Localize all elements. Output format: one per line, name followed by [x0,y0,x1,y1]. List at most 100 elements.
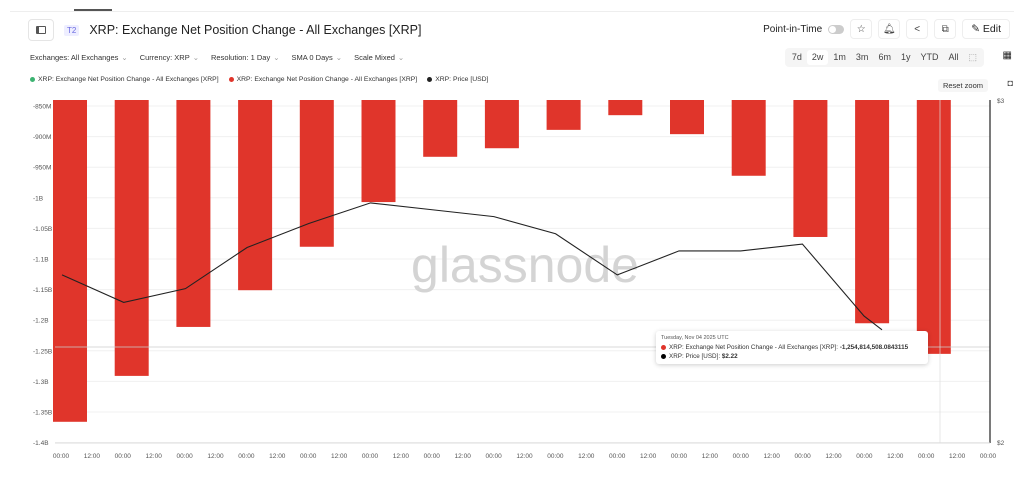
bar[interactable] [176,100,211,327]
reset-zoom-button[interactable]: Reset zoom [937,79,988,92]
x-tick-label: 12:00 [949,453,966,460]
filter-dropdown[interactable]: Currency: XRP ⌄ [140,53,199,62]
range-1m[interactable]: 1m [833,52,846,62]
y-tick-label: -1.15B [33,287,52,294]
bar[interactable] [299,100,334,247]
copy-icon[interactable]: ⧉ [934,19,957,39]
x-tick-label: 12:00 [207,453,224,460]
range-All[interactable]: All [948,52,959,62]
tier-badge: T2 [64,24,80,36]
x-tick-label: 00:00 [918,453,935,460]
x-tick-label: 00:00 [671,453,688,460]
x-tick-label: 00:00 [115,453,132,460]
tooltip-label-2: XRP: Price [USD]: [669,353,722,360]
watermark: glassnode [411,237,639,293]
top-divider [10,11,1014,12]
x-tick-label: 00:00 [609,453,626,460]
chevron-down-icon: ⌄ [397,53,405,62]
bar[interactable] [361,100,396,203]
filter-dropdown[interactable]: Resolution: 1 Day ⌄ [211,53,280,62]
range-1y[interactable]: 1y [900,52,911,62]
bell-icon[interactable]: 🔔︎ [878,19,901,39]
y-tick-label: -950M [33,165,51,172]
x-tick-label: 12:00 [393,453,410,460]
legend-label: XRP: Exchange Net Position Change - All … [38,76,219,83]
bar[interactable] [546,100,581,130]
bar[interactable] [608,100,643,116]
y-tick-label: -1.05B [33,226,52,233]
x-tick-label: 00:00 [176,453,193,460]
filter-label: Resolution: 1 Day [211,53,271,62]
bar[interactable] [114,100,149,376]
x-tick-label: 12:00 [764,453,781,460]
y-tick-label: -1.35B [33,410,52,417]
chevron-down-icon: ⌄ [192,53,199,62]
y-tick-label: -1.2B [33,318,49,325]
y-tick-label: -1.4B [33,440,49,447]
camera-icon[interactable]: ◘ [1007,78,1013,88]
bar[interactable] [731,100,766,176]
tooltip-value-1: -1,254,814,508.0843115 [839,344,909,351]
filter-dropdown[interactable]: Scale Mixed ⌄ [354,53,404,62]
tooltip: Tuesday, Nov 04 2025 UTC XRP: Exchange N… [656,331,928,364]
y2-tick-label: $3 [997,98,1005,105]
range-7d[interactable]: 7d [791,52,802,62]
point-in-time-toggle[interactable] [828,24,845,34]
x-tick-label: 12:00 [825,453,842,460]
active-tab-indicator [74,9,112,11]
legend-item[interactable]: XRP: Price [USD] [427,76,488,83]
chevron-down-icon: ⌄ [335,53,343,62]
point-in-time-label: Point-in-Time [763,23,823,35]
share-icon[interactable]: < [906,19,929,39]
filter-label: Currency: XRP [139,53,190,62]
x-tick-label: 00:00 [424,453,441,460]
star-icon[interactable]: ☆ [850,19,873,39]
filter-label: Scale Mixed [354,53,395,62]
bar[interactable] [855,100,890,324]
legend-item[interactable]: XRP: Exchange Net Position Change - All … [30,76,219,83]
legend-dot [427,76,433,82]
range-YTD[interactable]: YTD [920,52,939,62]
range-2w[interactable]: 2w [806,50,829,65]
legend-label: XRP: Price [USD] [435,76,489,83]
range-3m[interactable]: 3m [855,52,869,62]
x-tick-label: 00:00 [238,453,255,460]
legend-label: XRP: Exchange Net Position Change - All … [236,76,418,83]
range-6m[interactable]: 6m [878,52,891,62]
x-tick-label: 12:00 [578,453,595,460]
filter-label: Exchanges: All Exchanges [30,53,119,62]
calendar-icon[interactable]: ▦ [1002,50,1012,61]
y-tick-label: -1.25B [33,348,52,355]
y-tick-label: -900M [33,134,51,141]
pencil-icon: ✎ [971,23,983,35]
x-tick-label: 12:00 [269,453,286,460]
bar[interactable] [53,100,87,422]
y-tick-label: -1.1B [33,257,49,264]
filter-dropdown[interactable]: SMA 0 Days ⌄ [292,53,343,62]
price-line[interactable] [61,202,883,331]
bar[interactable] [916,100,951,354]
x-tick-label: 12:00 [887,453,904,460]
bar[interactable] [238,100,273,291]
zoom-select-icon[interactable]: ⬚ [968,52,977,62]
x-tick-label: 00:00 [300,453,317,460]
edit-button[interactable]: ✎ Edit [962,19,1010,39]
sidebar-toggle-button[interactable] [28,19,54,41]
legend-dot [228,76,234,82]
x-tick-label: 12:00 [455,453,472,460]
y-tick-label: -1.3B [33,379,49,386]
bar[interactable] [793,100,828,237]
x-tick-label: 00:00 [733,453,750,460]
bar[interactable] [484,100,519,149]
bar[interactable] [423,100,458,157]
x-tick-label: 12:00 [702,453,719,460]
x-tick-label: 12:00 [516,453,533,460]
bar[interactable] [670,100,704,135]
x-tick-label: 00:00 [362,453,379,460]
chevron-down-icon: ⌄ [121,53,128,62]
filter-dropdown[interactable]: Exchanges: All Exchanges ⌄ [30,53,128,62]
legend-item[interactable]: XRP: Exchange Net Position Change - All … [228,76,418,83]
tooltip-date: Tuesday, Nov 04 2025 UTC [661,335,729,341]
x-tick-label: 00:00 [547,453,564,460]
